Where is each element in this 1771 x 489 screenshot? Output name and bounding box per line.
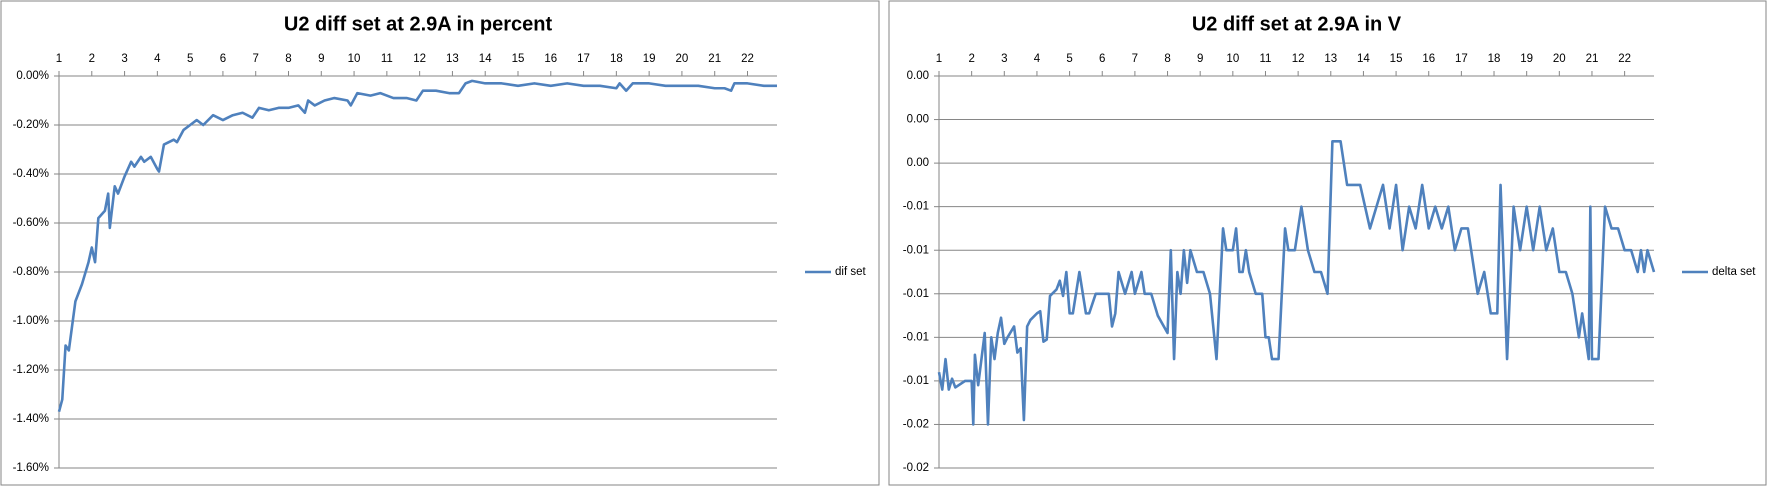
x-tick-label: 19 — [643, 53, 656, 65]
x-tick-label: 17 — [1455, 53, 1468, 65]
chart-border — [888, 0, 1767, 486]
y-tick-label: 0.00 — [907, 70, 929, 82]
y-tick-label: -1.20% — [13, 364, 49, 376]
x-tick-label: 14 — [479, 53, 492, 65]
x-tick-label: 14 — [1357, 53, 1370, 65]
x-tick-label: 2 — [968, 53, 974, 65]
x-tick-label: 10 — [1226, 53, 1239, 65]
y-tick-label: -0.40% — [13, 168, 49, 180]
y-tick-label: -0.01 — [903, 288, 929, 300]
x-tick-label: 12 — [413, 53, 426, 65]
x-tick-label: 3 — [121, 53, 127, 65]
x-tick-label: 16 — [1422, 53, 1435, 65]
x-tick-label: 21 — [708, 53, 721, 65]
x-tick-label: 12 — [1292, 53, 1305, 65]
x-tick-label: 5 — [187, 53, 193, 65]
x-tick-label: 9 — [318, 53, 324, 65]
chart-title: U2 diff set at 2.9A in V — [1192, 13, 1402, 35]
x-tick-label: 7 — [253, 53, 259, 65]
x-tick-label: 22 — [1618, 53, 1631, 65]
y-tick-label: 0.00 — [907, 157, 929, 169]
y-tick-label: -1.40% — [13, 413, 49, 425]
y-tick-label: -1.60% — [13, 462, 49, 474]
x-tick-label: 20 — [1553, 53, 1566, 65]
x-tick-label: 22 — [741, 53, 754, 65]
x-tick-label: 3 — [1001, 53, 1007, 65]
x-tick-label: 15 — [1390, 53, 1403, 65]
legend-label: dif set — [835, 266, 866, 278]
x-tick-label: 1 — [56, 53, 62, 65]
y-tick-label: -0.01 — [903, 201, 929, 213]
y-tick-label: -0.01 — [903, 331, 929, 343]
x-tick-label: 7 — [1132, 53, 1138, 65]
y-tick-label: -0.01 — [903, 244, 929, 256]
x-tick-label: 10 — [348, 53, 361, 65]
x-tick-label: 21 — [1586, 53, 1599, 65]
x-tick-label: 8 — [1164, 53, 1170, 65]
y-tick-label: -0.02 — [903, 418, 929, 430]
x-tick-label: 4 — [154, 53, 161, 65]
chart-border — [0, 0, 880, 486]
x-tick-label: 18 — [610, 53, 623, 65]
x-tick-label: 15 — [512, 53, 525, 65]
x-tick-label: 18 — [1488, 53, 1501, 65]
legend-label: delta set — [1712, 266, 1756, 278]
x-tick-label: 2 — [89, 53, 95, 65]
data-line — [57, 79, 777, 412]
y-tick-label: -0.01 — [903, 375, 929, 387]
x-tick-label: 8 — [285, 53, 291, 65]
x-tick-label: 20 — [676, 53, 689, 65]
x-tick-label: 16 — [544, 53, 557, 65]
y-tick-label: -0.02 — [903, 462, 929, 474]
y-tick-label: -0.20% — [13, 119, 49, 131]
data-line — [937, 140, 1656, 426]
y-tick-label: 0.00% — [16, 70, 49, 82]
x-tick-label: 6 — [1099, 53, 1105, 65]
y-tick-label: -1.00% — [13, 315, 49, 327]
x-tick-label: 11 — [1260, 53, 1272, 65]
x-tick-label: 17 — [577, 53, 590, 65]
x-tick-label: 6 — [220, 53, 226, 65]
x-tick-label: 13 — [1324, 53, 1337, 65]
chart-title: U2 diff set at 2.9A in percent — [284, 13, 553, 35]
x-tick-label: 4 — [1034, 53, 1041, 65]
y-tick-label: -0.60% — [13, 217, 49, 229]
y-tick-label: 0.00 — [907, 114, 929, 126]
x-tick-label: 19 — [1520, 53, 1533, 65]
y-tick-label: -0.80% — [13, 266, 49, 278]
x-tick-label: 5 — [1066, 53, 1072, 65]
x-tick-label: 9 — [1197, 53, 1203, 65]
x-tick-label: 1 — [936, 53, 942, 65]
x-tick-label: 13 — [446, 53, 459, 65]
x-tick-label: 11 — [381, 53, 393, 65]
